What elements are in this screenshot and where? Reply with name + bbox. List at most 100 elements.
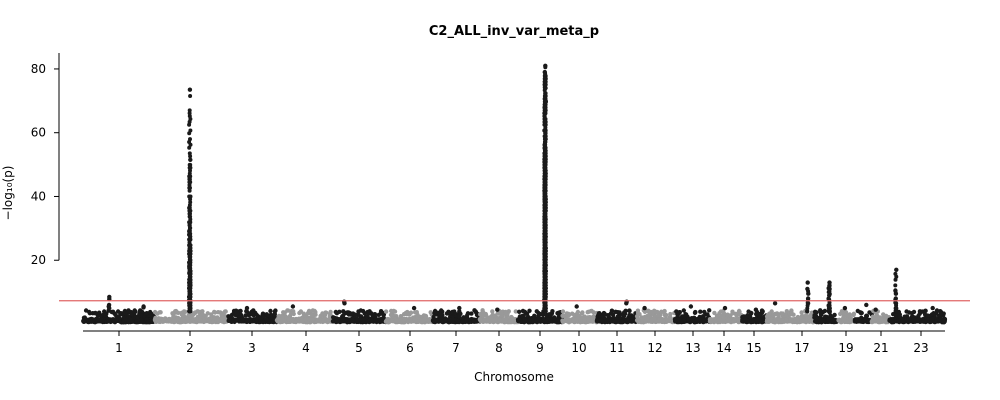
data-point: [876, 319, 882, 325]
data-point: [342, 301, 347, 306]
data-point: [187, 177, 192, 182]
data-point: [219, 319, 225, 324]
y-tick-label: 20: [31, 253, 46, 267]
data-point: [121, 319, 126, 325]
data-point: [353, 312, 358, 317]
data-point: [346, 319, 352, 324]
data-point: [99, 313, 104, 318]
data-point: [350, 317, 355, 323]
data-point: [403, 310, 408, 316]
data-point: [497, 317, 503, 323]
data-point: [826, 319, 831, 324]
data-point: [331, 315, 336, 320]
data-point: [238, 312, 243, 317]
data-point: [346, 312, 352, 317]
data-point: [688, 304, 694, 309]
data-point: [854, 318, 859, 323]
data-point: [187, 289, 192, 295]
data-point: [503, 318, 508, 323]
data-point: [334, 318, 340, 324]
data-point: [851, 311, 857, 316]
data-point: [657, 317, 662, 323]
data-point: [197, 318, 203, 323]
data-point: [222, 309, 228, 314]
data-point: [543, 98, 548, 104]
data-point: [686, 317, 692, 322]
data-point: [826, 296, 831, 301]
data-point: [187, 223, 192, 228]
data-point: [769, 309, 774, 314]
data-point: [542, 266, 547, 271]
data-point: [542, 185, 547, 190]
data-point: [543, 208, 548, 213]
data-point: [471, 317, 476, 323]
data-point: [757, 312, 762, 318]
data-point: [209, 312, 214, 317]
data-point: [282, 318, 287, 323]
data-point: [842, 305, 848, 311]
data-point: [176, 310, 181, 315]
data-point: [759, 308, 765, 313]
data-point: [818, 309, 823, 314]
data-point: [188, 271, 193, 276]
data-point: [187, 301, 192, 306]
data-point: [258, 319, 264, 324]
data-point: [765, 313, 770, 318]
data-point: [148, 314, 154, 319]
data-point: [457, 305, 462, 311]
data-point: [83, 308, 89, 313]
data-point: [189, 317, 195, 322]
data-point: [193, 310, 198, 315]
data-point: [909, 311, 915, 316]
data-point: [556, 310, 561, 315]
data-point: [893, 271, 898, 276]
data-point: [894, 267, 899, 272]
data-point: [597, 311, 602, 316]
data-point: [408, 310, 414, 315]
data-point: [187, 309, 192, 314]
data-point: [543, 174, 548, 179]
data-point: [543, 277, 548, 282]
data-point: [881, 312, 886, 317]
data-point: [542, 128, 547, 133]
data-point: [481, 310, 486, 315]
data-point: [602, 319, 608, 325]
data-point: [543, 243, 548, 248]
data-point: [364, 314, 369, 319]
data-point: [543, 117, 548, 121]
data-point: [673, 317, 679, 323]
data-point: [297, 310, 302, 316]
data-point: [370, 312, 376, 318]
data-point: [595, 318, 600, 324]
data-point: [492, 318, 497, 323]
y-tick-label: 80: [31, 62, 46, 76]
data-point: [648, 318, 654, 323]
data-point: [679, 319, 684, 325]
data-point: [709, 319, 715, 324]
data-point: [285, 308, 290, 313]
data-point: [503, 311, 508, 316]
data-point: [893, 301, 899, 306]
data-point: [290, 304, 296, 309]
data-point: [250, 311, 255, 316]
data-point: [536, 318, 541, 324]
data-point: [564, 311, 570, 316]
data-point: [580, 310, 585, 315]
data-point: [244, 305, 250, 311]
data-point: [543, 134, 548, 139]
data-point: [273, 308, 278, 313]
data-point: [619, 319, 624, 325]
data-point: [378, 317, 384, 323]
data-point: [543, 85, 548, 91]
data-point: [543, 302, 548, 308]
data-point: [893, 296, 898, 301]
data-point: [161, 317, 167, 322]
data-point: [676, 311, 681, 317]
data-point: [642, 305, 647, 311]
data-point: [308, 317, 313, 323]
data-point: [171, 312, 176, 317]
data-point: [543, 194, 548, 199]
data-point: [814, 319, 819, 325]
data-point: [776, 312, 781, 317]
data-point: [187, 251, 193, 257]
